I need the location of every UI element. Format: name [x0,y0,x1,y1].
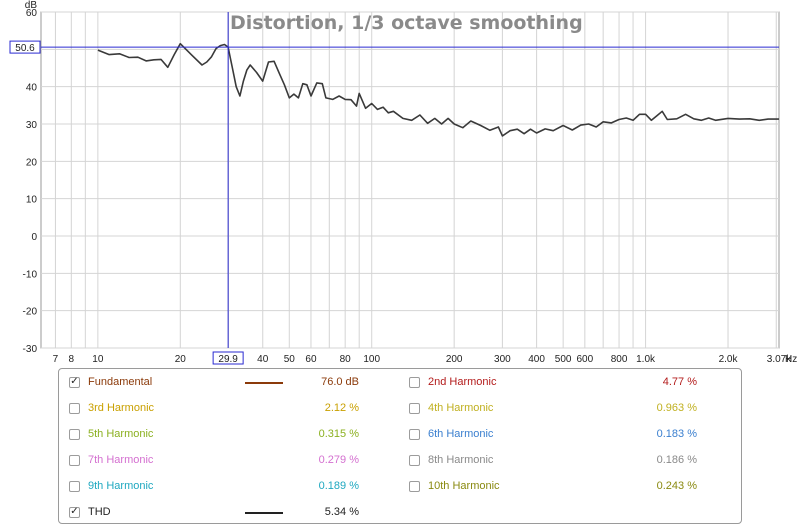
y-tick-label: 40 [26,83,38,94]
legend-value: 0.183 % [656,428,697,440]
legend-swatch [245,512,283,514]
x-tick-label: 40 [257,354,269,365]
legend-value: 5.34 % [324,506,359,518]
y-tick-label: -20 [23,307,38,318]
legend-value: 0.243 % [656,480,697,492]
x-tick-label: 100 [363,354,380,365]
legend-label: Fundamental [88,376,153,388]
x-axis-unit: Hz [785,354,797,365]
legend-value: 2.12 % [324,402,359,414]
y-tick-label: -10 [23,269,38,280]
legend-checkbox[interactable] [409,480,420,492]
legend-item[interactable]: 3rd Harmonic 2.12 % [69,395,359,421]
legend-item[interactable]: 4th Harmonic 0.963 % [409,395,697,421]
legend-checkbox[interactable] [69,428,80,440]
legend-value: 76.0 dB [321,376,359,388]
x-tick-label: 600 [576,354,593,365]
legend-item[interactable]: 10th Harmonic 0.243 % [409,473,697,499]
legend-value: 0.186 % [656,454,697,466]
x-tick-label: 8 [69,354,75,365]
y-tick-label: 10 [26,195,38,206]
legend-checkbox[interactable] [69,480,80,492]
x-tick-label: 80 [340,354,352,365]
legend-label: 3rd Harmonic [88,402,155,414]
x-tick-label: 50 [284,354,296,365]
legend-label: 5th Harmonic [88,428,154,440]
legend-checkbox[interactable] [409,376,420,388]
legend-checkbox[interactable] [409,402,420,414]
legend-checkbox[interactable] [409,428,420,440]
legend-item[interactable]: 5th Harmonic 0.315 % [69,421,359,447]
y-tick-label: 0 [31,232,37,243]
cursor-y-readout-box [9,40,41,54]
legend-item[interactable]: 7th Harmonic 0.279 % [69,447,359,473]
legend-label: THD [88,506,111,518]
chart-title: Distortion, 1/3 octave smoothing [230,12,583,34]
legend-checkbox[interactable] [69,454,80,466]
legend-item[interactable]: 8th Harmonic 0.186 % [409,447,697,473]
legend-label: 8th Harmonic [428,454,494,466]
legend-label: 2nd Harmonic [428,376,497,388]
legend-checkbox[interactable]: ✓ [69,376,80,388]
x-tick-label: 2.0k [719,354,739,365]
x-tick-label: 400 [528,354,545,365]
y-axis-unit: dB [25,0,38,11]
cursor-y-readout: 50.6 [15,43,35,54]
x-tick-label: 800 [611,354,628,365]
x-tick-label: 1.0k [636,354,656,365]
legend-item[interactable]: 2nd Harmonic 4.77 % [409,369,697,395]
plot-area[interactable] [40,11,780,349]
legend-checkbox[interactable] [409,454,420,466]
x-tick-label: 20 [175,354,187,365]
x-tick-label: 10 [92,354,104,365]
x-tick-label: 60 [305,354,317,365]
legend-item[interactable]: ✓ THD 5.34 % [69,499,359,525]
x-tick-label: 7 [53,354,59,365]
legend-value: 0.315 % [318,428,359,440]
legend-item[interactable]: ✓ Fundamental 76.0 dB [69,369,359,395]
y-tick-label: -30 [23,344,38,355]
cursor-x-readout-box [212,351,244,365]
y-tick-label: 20 [26,157,38,168]
legend-item[interactable]: 6th Harmonic 0.183 % [409,421,697,447]
legend-value: 4.77 % [662,376,697,388]
x-tick-label: 3.07k [767,354,792,365]
x-tick-label: 200 [446,354,463,365]
x-tick-label: 500 [555,354,572,365]
legend-checkbox[interactable] [69,402,80,414]
legend-checkbox[interactable]: ✓ [69,506,80,518]
cursor-x-readout: 29.9 [218,354,238,365]
legend-value: 0.189 % [318,480,359,492]
legend-value: 0.963 % [656,402,697,414]
legend-label: 4th Harmonic [428,402,494,414]
legend-label: 7th Harmonic [88,454,154,466]
y-tick-label: 60 [26,8,38,19]
legend-value: 0.279 % [318,454,359,466]
legend-swatch [245,382,283,384]
thd-series-line [97,42,779,137]
legend-label: 9th Harmonic [88,480,154,492]
legend-label: 6th Harmonic [428,428,494,440]
legend-panel: ✓ Fundamental 76.0 dB 2nd Harmonic 4.77 % 3rd… [58,368,742,524]
x-tick-label: 300 [494,354,511,365]
distortion-chart[interactable]: -30-20-100102030405060dB7810204050608010… [0,0,800,368]
legend-label: 10th Harmonic [428,480,500,492]
legend-item[interactable]: 9th Harmonic 0.189 % [69,473,359,499]
y-tick-label: 30 [26,120,38,131]
